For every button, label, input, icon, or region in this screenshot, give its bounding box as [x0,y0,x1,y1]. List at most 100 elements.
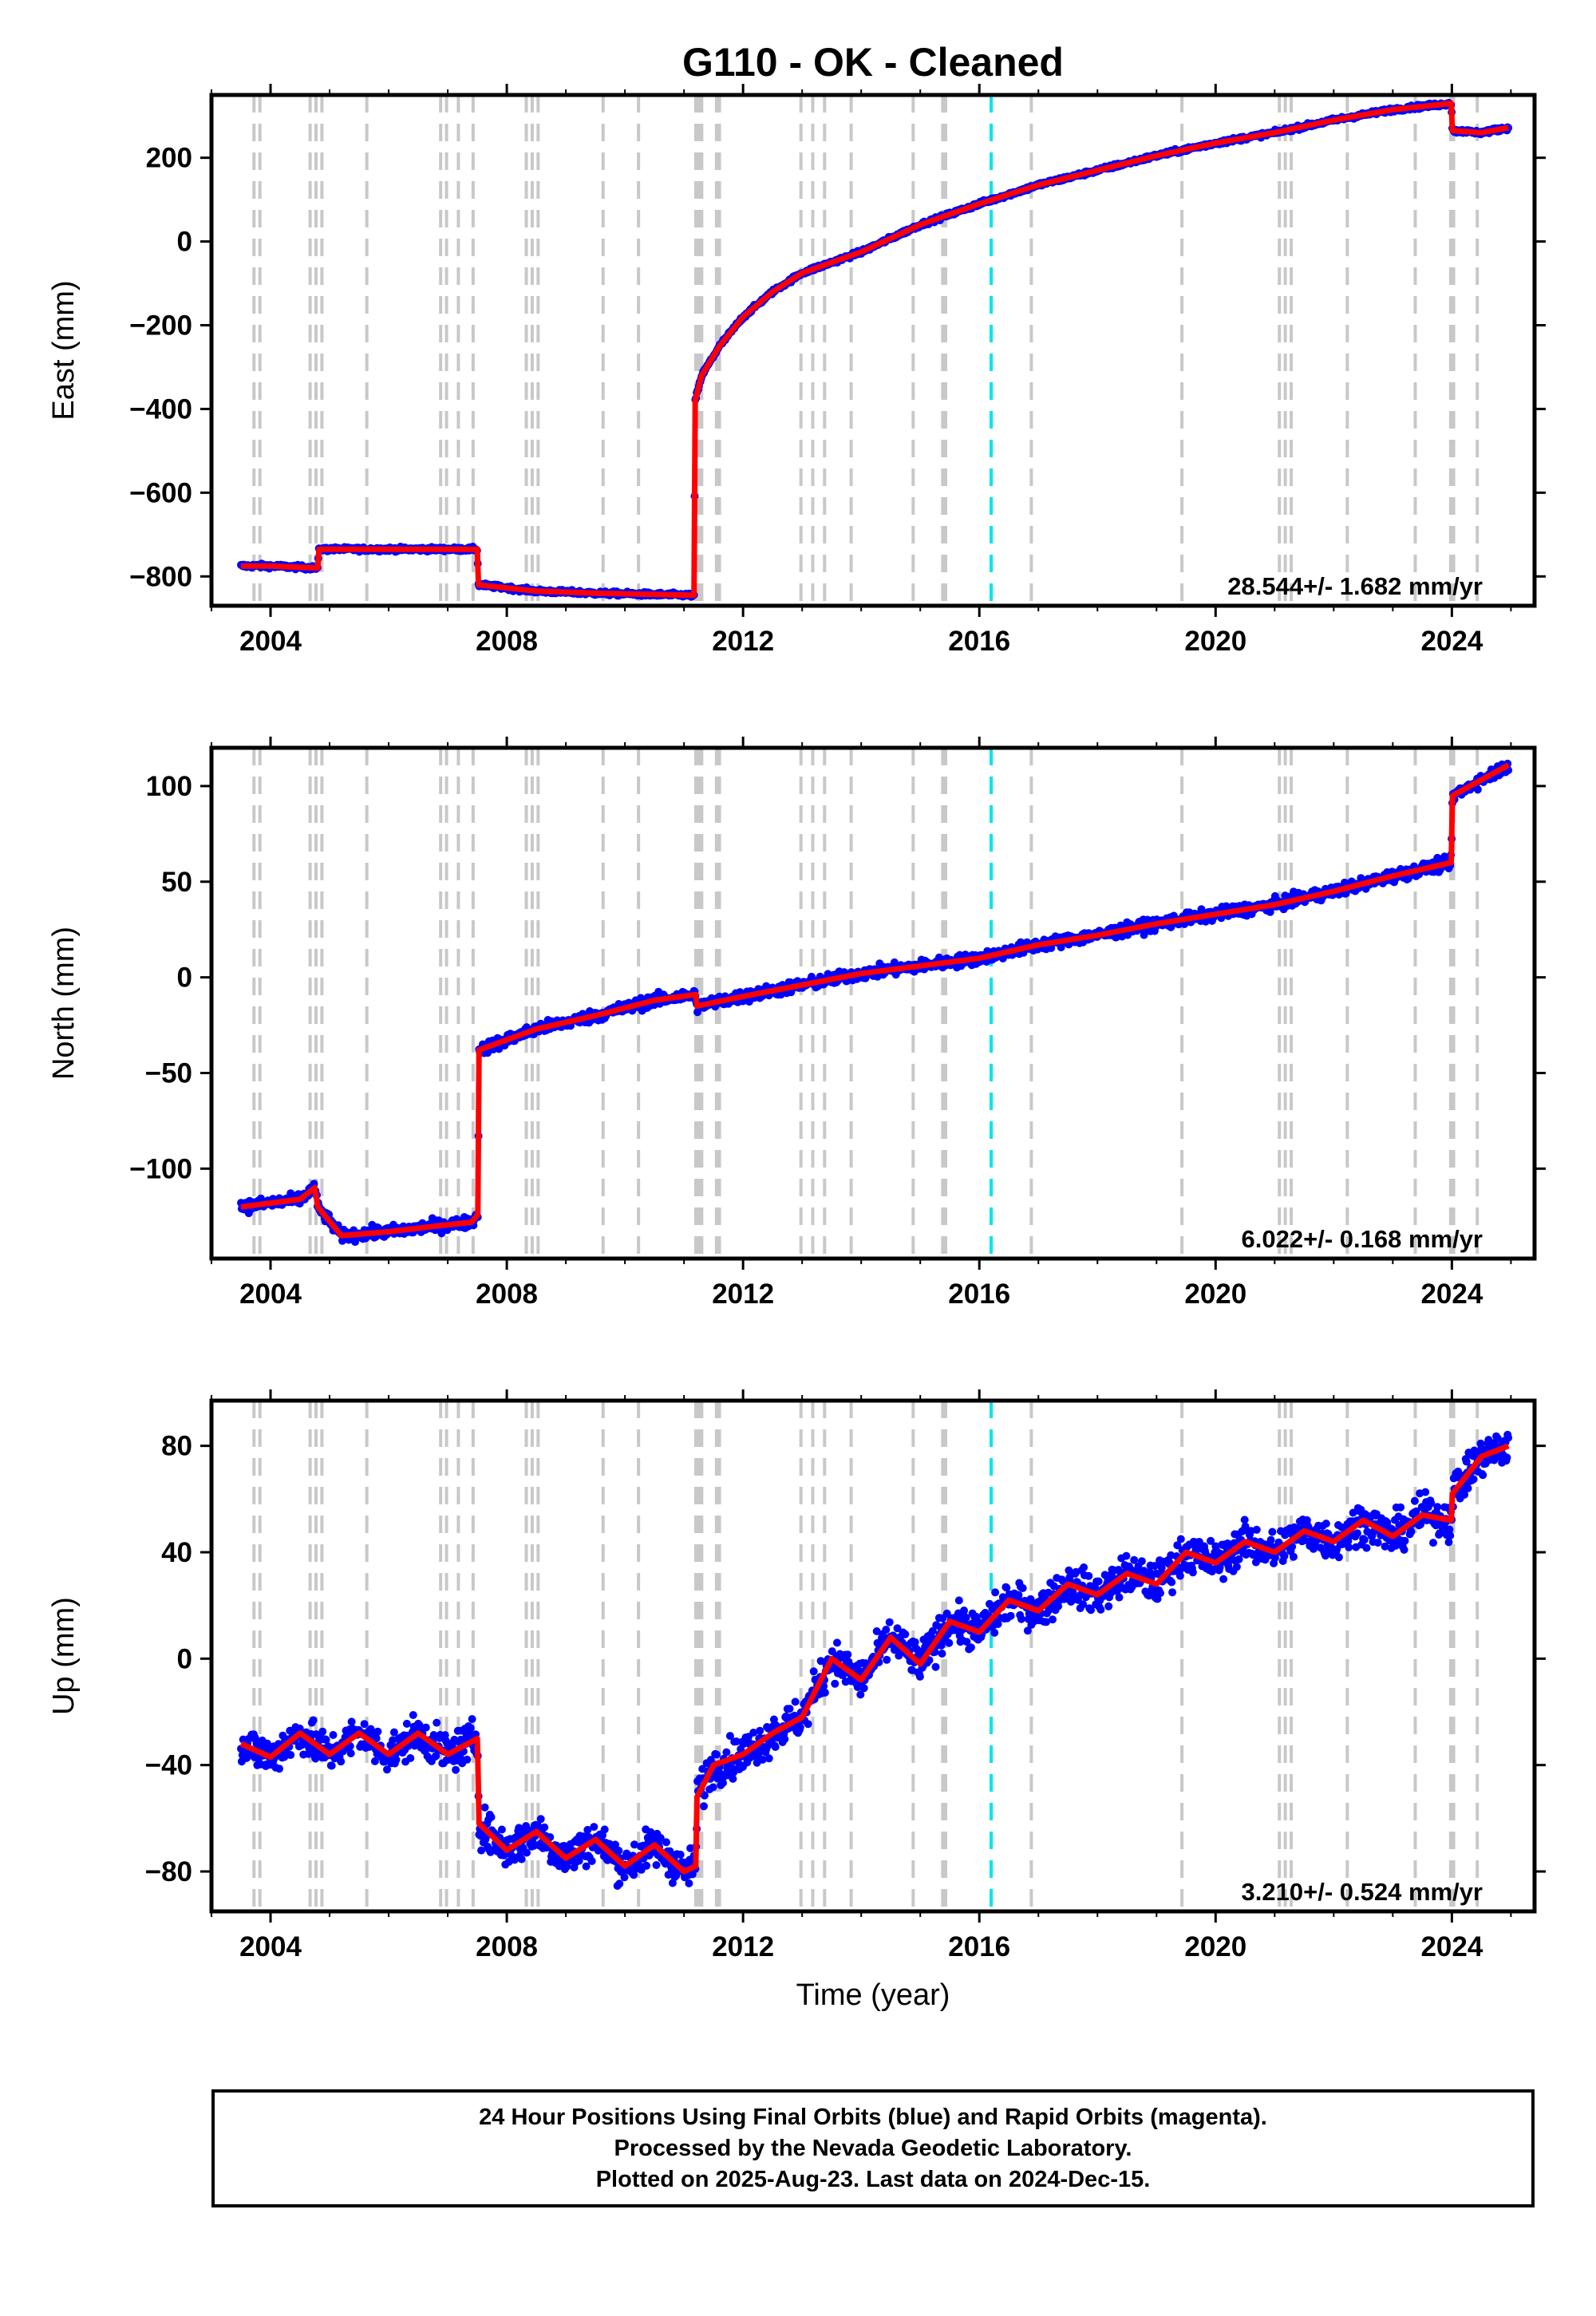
x-tick-label: 2012 [712,626,774,657]
data-point [421,1723,430,1732]
data-point [477,1846,486,1855]
data-point [327,1761,336,1770]
data-point [1473,785,1482,794]
data-point [642,1861,651,1870]
data-point [433,1718,441,1727]
velocity-label: 6.022+/- 0.168 mm/yr [1242,1225,1483,1253]
model-line [241,101,1510,599]
panel-east: 2004 2008 2012 2016 2020 2024−800−600−400−200… [47,84,1546,657]
data-point [583,1825,592,1834]
y-tick-label: 100 [146,771,192,802]
data-point [856,1690,865,1699]
data-point [630,1840,638,1849]
data-point [1049,1615,1057,1624]
data-point [318,1727,327,1736]
x-tick-label: 2012 [712,1279,774,1310]
data-point [600,1825,609,1834]
data-point [346,1749,355,1757]
data-point [587,1857,596,1865]
data-point [480,1803,489,1812]
y-tick-label: −200 [129,310,192,342]
axes-frame [209,93,1537,608]
data-point [901,1630,910,1638]
data-point [911,1638,919,1646]
plot-area [237,1401,1513,1911]
data-point [1002,1583,1011,1592]
data-point [360,1720,369,1729]
data-point [652,1861,661,1869]
x-tick-label: 2008 [476,1279,538,1310]
data-point [882,1626,891,1634]
data-point [719,1779,727,1787]
data-point [497,1825,506,1834]
data-point [791,1697,800,1706]
data-point [309,1716,318,1725]
data-point [614,1847,623,1855]
data-point [1018,1584,1027,1592]
data-point [966,1643,975,1652]
data-point [517,1855,526,1863]
data-point [373,1727,382,1736]
data-point [962,1614,970,1622]
data-point [833,1638,841,1647]
data-point [831,1679,839,1688]
data-point [700,1802,708,1811]
data-point [322,1735,330,1744]
data-point [893,1624,902,1633]
data-point [954,1596,963,1605]
data-point [928,1626,937,1635]
x-tick-label: 2020 [1184,1279,1246,1310]
data-point [843,1650,852,1659]
y-tick-label: −50 [145,1057,192,1089]
panels-group: 2004 2008 2012 2016 2020 2024 −800 −600 −400 −200… [47,84,1546,1962]
data-point [809,1667,818,1676]
y-tick-label: −400 [129,393,192,425]
data-points [237,98,1513,601]
data-point [990,1628,999,1637]
data-point [286,1751,295,1759]
data-point [630,1871,638,1879]
data-point [820,1688,829,1697]
y-axis-label: North (mm) [47,927,81,1080]
data-point [540,1823,549,1832]
data-point [1014,1591,1023,1599]
y-tick-label: −100 [129,1153,192,1184]
data-point [676,1850,685,1859]
data-point [389,1728,398,1737]
plot-area [237,748,1513,1259]
data-point [749,1729,758,1737]
data-point [839,1671,847,1679]
x-tick-label: 2024 [1420,626,1483,657]
data-point [1017,1614,1025,1623]
plot-area [237,95,1513,606]
y-tick-label: −800 [129,561,192,592]
data-point [706,1756,715,1765]
data-point [994,1620,1002,1628]
figure-title: G110 - OK - Cleaned [682,40,1064,85]
x-tick-label: 2016 [948,1279,1010,1310]
data-point [582,1862,591,1871]
data-point [713,1750,721,1759]
x-tick-label: 2008 [476,626,538,657]
data-point [406,1754,415,1762]
data-point [370,1757,379,1765]
data-point [656,1834,665,1842]
data-point [883,1655,891,1664]
data-point [409,1711,417,1719]
data-point [804,1720,812,1729]
data-point [275,1765,283,1773]
data-point [769,1715,778,1724]
data-points [237,759,1513,1247]
data-point [1042,1618,1050,1626]
y-axis-label: East (mm) [47,280,81,420]
x-tick-label: 2020 [1184,626,1246,657]
data-point [962,1638,971,1646]
data-point [816,1657,825,1666]
data-point [722,1748,731,1757]
x-tick-label: 2004 [239,626,302,657]
data-point [725,1732,734,1741]
data-point [685,1879,693,1887]
y-tick-label: −600 [129,477,192,508]
